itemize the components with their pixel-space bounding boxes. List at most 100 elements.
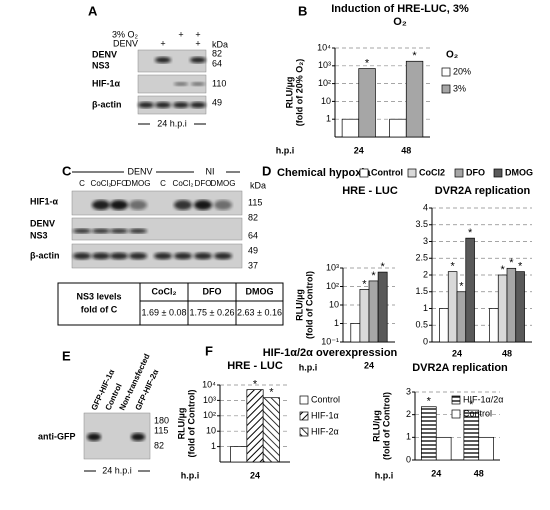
legend-swatch xyxy=(493,168,503,178)
condition-label: 3% O₂ xyxy=(112,29,139,39)
y-axis-label: (fold of 20% O₂) xyxy=(294,59,304,127)
band xyxy=(190,57,206,63)
unit-label: kDa xyxy=(212,39,228,49)
band xyxy=(154,252,172,260)
y-tick-label: 10⁴ xyxy=(202,379,216,389)
chart-title: DVR2A replication xyxy=(412,362,508,374)
blot xyxy=(137,49,207,73)
significance: * xyxy=(371,270,376,282)
y-tick-label: 1 xyxy=(211,441,216,451)
band xyxy=(73,252,91,260)
marker-label: 180 xyxy=(154,415,169,425)
bar xyxy=(506,267,517,343)
footer: 24 h.p.i xyxy=(102,465,132,475)
legend-swatch xyxy=(299,427,309,437)
y-axis-label: (fold of Control) xyxy=(381,392,391,460)
table-cell: 2.63 ± 0.16 xyxy=(237,307,282,317)
legend-label: DFO xyxy=(466,167,485,177)
band xyxy=(155,57,171,63)
x-tick-label: 24 xyxy=(250,470,260,480)
title-box: DVR2A replication xyxy=(412,362,508,374)
legend-swatch xyxy=(451,409,461,419)
x-tick-label: 48 xyxy=(401,145,411,155)
band xyxy=(110,252,128,260)
bar xyxy=(246,389,264,463)
blot-label: DENV xyxy=(92,49,117,59)
band xyxy=(174,252,192,260)
panel-letter: E xyxy=(62,348,71,363)
band xyxy=(129,200,147,210)
chart-title: HRE - LUC xyxy=(342,185,398,197)
y-tick-label: 10 xyxy=(206,426,216,436)
y-tick-label: 10³ xyxy=(203,395,216,405)
y-axis-label: RLU/µg xyxy=(176,408,186,440)
marker-label: 64 xyxy=(248,230,258,240)
x-tick-label: 48 xyxy=(474,468,484,478)
y-tick-label: 10³ xyxy=(326,262,339,272)
title-box: HRE - LUC xyxy=(227,360,283,372)
bar xyxy=(230,446,248,463)
condition-sign: + xyxy=(195,29,200,39)
blot-label: DENV xyxy=(30,218,55,228)
y-tick-label: 0 xyxy=(406,454,411,464)
significance: * xyxy=(500,264,505,276)
x-axis-label: h.p.i xyxy=(375,470,394,480)
band xyxy=(214,200,232,210)
chart-title: DVR2A replication xyxy=(434,185,531,197)
marker-label: 82 xyxy=(248,212,258,222)
y-axis-label: RLU/µg xyxy=(371,410,381,442)
condition-sign: + xyxy=(160,38,165,48)
y-tick-label: 10² xyxy=(203,410,216,420)
bar xyxy=(435,436,452,461)
condition-label: DENV xyxy=(113,38,138,48)
significance: * xyxy=(468,227,473,239)
y-tick-label: 2 xyxy=(406,409,411,419)
legend-title: O₂ xyxy=(446,50,458,61)
band xyxy=(73,228,91,234)
title-box: HRE - LUC xyxy=(342,185,398,197)
significance: * xyxy=(427,396,432,408)
blot xyxy=(137,74,207,94)
legend-swatch xyxy=(441,84,451,94)
chart-title: Induction of HRE-LUC, 3% O₂ xyxy=(331,3,469,28)
significance: * xyxy=(365,57,370,69)
y-tick-label: 10² xyxy=(326,281,339,291)
group-label: NI xyxy=(206,166,215,176)
band xyxy=(194,200,212,210)
marker-label: 115 xyxy=(154,425,168,435)
marker-label: 64 xyxy=(212,58,222,68)
unit-label: kDa xyxy=(250,180,266,190)
band xyxy=(92,252,110,260)
marker-label: 49 xyxy=(212,97,222,107)
x-axis-label: h.p.i xyxy=(299,362,318,372)
y-tick-label: 0.5 xyxy=(415,320,428,330)
bar xyxy=(447,271,458,343)
significance: * xyxy=(459,281,464,293)
y-tick-label: 1 xyxy=(406,432,411,442)
blot-label: anti-GFP xyxy=(38,431,76,441)
blot-label: NS3 xyxy=(92,60,110,70)
legend-swatch xyxy=(359,168,369,178)
marker-label: 82 xyxy=(154,440,164,450)
table-cell: 1.69 ± 0.08 xyxy=(142,307,187,317)
bar xyxy=(489,308,499,343)
significance: * xyxy=(253,379,258,391)
panel-letter: A xyxy=(88,3,98,18)
y-tick-label: 3 xyxy=(406,386,411,396)
group-label: DENV xyxy=(127,166,152,176)
y-tick-label: 3 xyxy=(423,236,428,246)
panel-letter: F xyxy=(205,343,213,358)
band xyxy=(214,252,232,260)
legend-swatch xyxy=(454,168,464,178)
marker-label: 110 xyxy=(212,78,226,88)
blot-label: HIF-1α xyxy=(92,78,121,88)
bar xyxy=(456,291,467,343)
marker-label: 115 xyxy=(248,197,262,207)
legend-label: 3% xyxy=(453,83,466,93)
lane-label: DFO xyxy=(111,179,128,188)
panel-letter: C xyxy=(62,163,72,178)
condition-sign: + xyxy=(195,38,200,48)
significance: * xyxy=(469,399,474,411)
legend-swatch xyxy=(299,395,309,405)
